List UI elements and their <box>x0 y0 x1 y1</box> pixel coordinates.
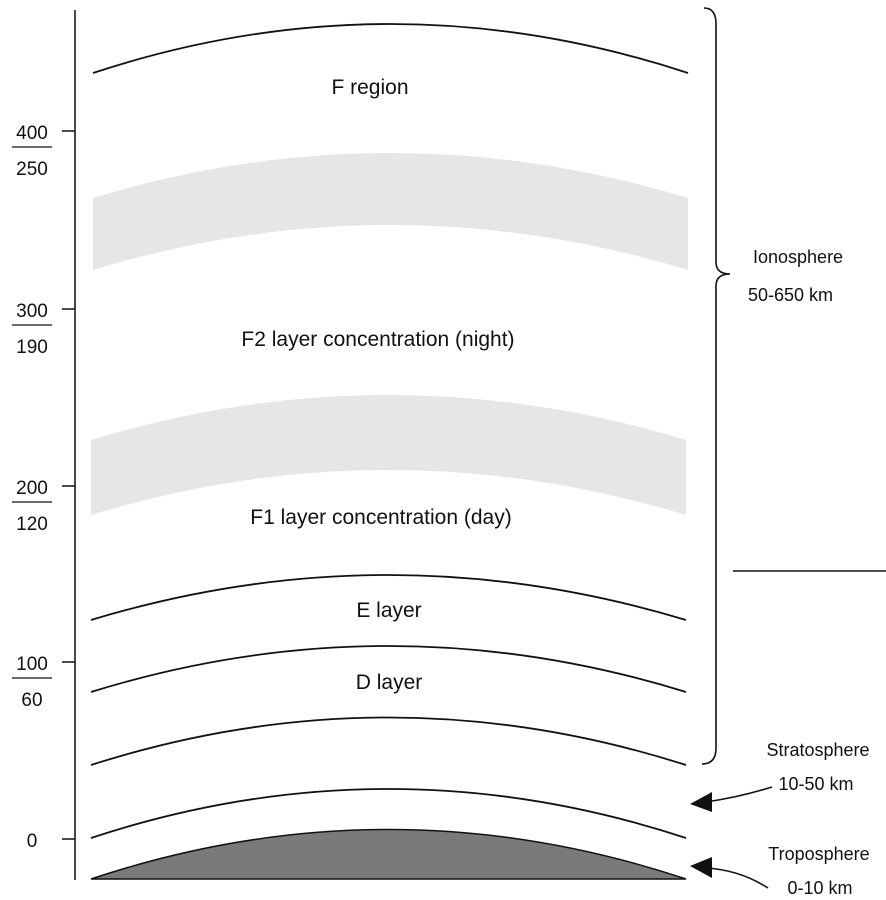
axis-tick-labels: 400 250 300 190 200 120 100 60 0 <box>16 123 48 852</box>
tick-label-top: 100 <box>16 654 48 675</box>
pointer-arrows <box>690 786 773 889</box>
stratosphere-top-boundary <box>90 788 687 839</box>
tick-label-top: 0 <box>27 831 38 852</box>
f1-layer-label: F1 layer concentration (day) <box>250 506 511 529</box>
tick-label-top: 300 <box>16 301 48 322</box>
f1-layer-band <box>91 395 686 515</box>
layer-labels: F region F2 layer concentration (night) … <box>241 76 514 694</box>
tick-label-bottom: 60 <box>21 690 42 711</box>
side-labels: Ionosphere 50-650 km Stratosphere 10-50 … <box>748 247 870 898</box>
stratosphere-arrow-shaft <box>705 786 773 803</box>
layer-boundaries <box>90 23 689 839</box>
troposphere-arrow-shaft <box>705 867 769 889</box>
stratosphere-name: Stratosphere <box>766 740 869 760</box>
tick-label-bottom: 250 <box>16 159 48 180</box>
axis-fraction-dividers <box>12 146 52 679</box>
f2-layer-band <box>93 153 688 270</box>
f-region-top-boundary <box>92 23 689 74</box>
tick-label-bottom: 190 <box>16 337 48 358</box>
stratosphere-range: 10-50 km <box>778 774 853 794</box>
stratosphere-arrow-head <box>690 792 712 812</box>
ionosphere-range: 50-650 km <box>748 285 833 305</box>
ionosphere-name: Ionosphere <box>753 247 843 267</box>
d-layer-label: D layer <box>356 671 423 694</box>
tick-label-bottom: 120 <box>16 514 48 535</box>
troposphere-name: Troposphere <box>768 844 869 864</box>
d-layer-top-boundary <box>90 645 687 693</box>
f-region-label: F region <box>331 76 408 99</box>
d-layer-bottom-boundary <box>90 716 687 766</box>
troposphere-arrow-head <box>690 857 712 878</box>
troposphere-range: 0-10 km <box>787 878 852 898</box>
e-layer-label: E layer <box>356 599 421 622</box>
tick-label-top: 200 <box>16 478 48 499</box>
ionosphere-brace <box>701 7 731 765</box>
f2-layer-label: F2 layer concentration (night) <box>241 328 514 351</box>
tick-label-top: 400 <box>16 123 48 144</box>
axis-ticks <box>62 130 75 840</box>
earth-surface <box>90 828 687 880</box>
e-layer-top-boundary <box>90 574 687 621</box>
